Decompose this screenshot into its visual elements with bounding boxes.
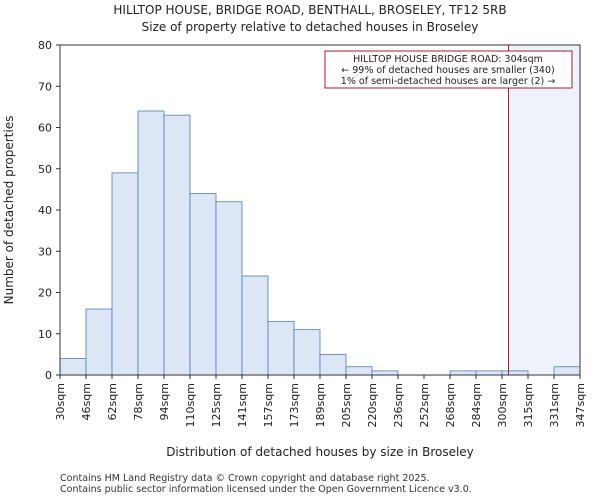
x-tick-label-220sqm: 220sqm <box>366 383 379 427</box>
bar-300sqm <box>501 370 529 376</box>
x-tick-label-252sqm: 252sqm <box>418 383 431 427</box>
bar-284sqm <box>475 370 503 376</box>
x-tick-label-300sqm: 300sqm <box>496 383 509 427</box>
x-tick-label-268sqm: 268sqm <box>444 383 457 427</box>
x-tick-label-125sqm: 125sqm <box>210 383 223 427</box>
x-tick-label-141sqm: 141sqm <box>236 383 249 427</box>
bar-62sqm <box>111 172 139 376</box>
x-tick-label-189sqm: 189sqm <box>314 383 327 427</box>
y-tick-label: 0 <box>45 369 52 382</box>
x-tick-label-205sqm: 205sqm <box>340 383 353 427</box>
bar-268sqm <box>449 370 477 376</box>
bar-78sqm <box>137 110 165 376</box>
annotation-line-3: 1% of semi-detached houses are larger (2… <box>341 76 555 87</box>
bar-331sqm <box>553 366 581 376</box>
x-axis-label: Distribution of detached houses by size … <box>166 445 474 459</box>
bar-30sqm <box>59 358 87 376</box>
x-tick-label-347sqm: 347sqm <box>574 383 587 427</box>
x-tick-label-78sqm: 78sqm <box>132 383 145 420</box>
y-tick-label: 50 <box>38 163 52 176</box>
bar-110sqm <box>189 193 217 376</box>
x-tick-label-157sqm: 157sqm <box>262 383 275 427</box>
x-tick-label-94sqm: 94sqm <box>158 383 171 420</box>
annotation-line-2: ← 99% of detached houses are smaller (34… <box>341 65 554 76</box>
footer-line-2: Contains public sector information licen… <box>60 484 472 495</box>
bar-157sqm <box>267 320 295 376</box>
shaded-region <box>508 45 580 375</box>
bar-205sqm <box>345 366 373 376</box>
x-tick-label-284sqm: 284sqm <box>470 383 483 427</box>
y-axis-ticks: 0 10 20 30 40 50 60 70 80 <box>38 39 60 382</box>
y-tick-label: 40 <box>38 204 52 217</box>
y-tick-label: 70 <box>38 80 52 93</box>
footer-line-1: Contains HM Land Registry data © Crown c… <box>60 473 430 484</box>
annotation-line-1: HILLTOP HOUSE BRIDGE ROAD: 304sqm <box>353 54 543 65</box>
bar-189sqm <box>319 353 347 376</box>
x-tick-label-110sqm: 110sqm <box>184 383 197 427</box>
bar-173sqm <box>293 329 321 376</box>
bars-group <box>59 110 581 376</box>
y-tick-label: 10 <box>38 328 52 341</box>
y-axis-label: Number of detached properties <box>2 116 16 305</box>
x-tick-label-173sqm: 173sqm <box>288 383 301 427</box>
chart-subtitle: Size of property relative to detached ho… <box>142 20 479 34</box>
bar-46sqm <box>85 308 113 376</box>
plot-area: 0 10 20 30 40 50 60 70 80 30sqm 46sqm 62sqm 78sqm 94… <box>38 39 587 427</box>
chart-title: HILLTOP HOUSE, BRIDGE ROAD, BENTHALL, BR… <box>113 3 506 17</box>
bar-141sqm <box>241 275 269 376</box>
bar-94sqm <box>163 114 191 376</box>
y-tick-label: 30 <box>38 245 52 258</box>
annotation-box: HILLTOP HOUSE BRIDGE ROAD: 304sqm ← 99% … <box>324 50 573 89</box>
y-tick-label: 20 <box>38 287 52 300</box>
x-axis-ticks: 30sqm 46sqm 62sqm 78sqm 94sqm 110sqm 125sqm 141… <box>54 375 587 427</box>
x-tick-label-331sqm: 331sqm <box>548 383 561 427</box>
bar-220sqm <box>371 370 399 376</box>
histogram-chart: HILLTOP HOUSE, BRIDGE ROAD, BENTHALL, BR… <box>2 3 587 459</box>
x-tick-label-46sqm: 46sqm <box>80 383 93 420</box>
x-tick-label-62sqm: 62sqm <box>106 383 119 420</box>
bar-125sqm <box>215 201 243 376</box>
y-tick-label: 60 <box>38 122 52 135</box>
x-tick-label-315sqm: 315sqm <box>522 383 535 427</box>
x-tick-label-236sqm: 236sqm <box>392 383 405 427</box>
x-tick-label-30sqm: 30sqm <box>54 383 67 420</box>
annotation-frame <box>324 50 573 89</box>
y-tick-label: 80 <box>38 39 52 52</box>
